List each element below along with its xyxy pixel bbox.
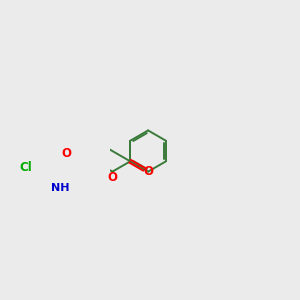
Text: O: O xyxy=(143,165,153,178)
Text: O: O xyxy=(107,171,117,184)
Text: Cl: Cl xyxy=(20,161,32,174)
Text: NH: NH xyxy=(51,183,70,193)
Text: O: O xyxy=(61,147,71,160)
